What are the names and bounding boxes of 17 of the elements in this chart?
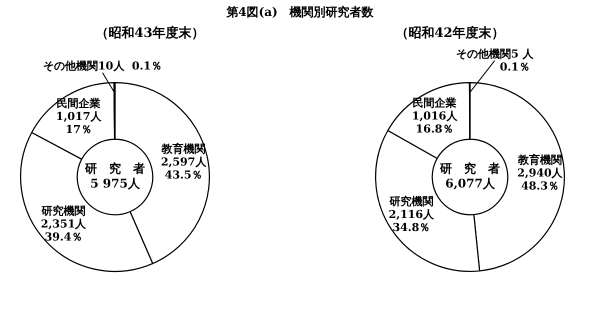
data-label: 2,351人 39.4％: [40, 217, 88, 244]
slice-label: 研究機関: [388, 195, 434, 208]
data-label: 2,597人 43.5％: [160, 156, 208, 182]
data-label: 1,016人 16.8％: [412, 109, 458, 136]
slice-label: 研究機関: [40, 204, 86, 218]
slice-label: その他機関5 人 0.1％: [456, 47, 534, 74]
text: 研 究 者 5 975人: [84, 162, 145, 191]
slice-label: 民間企業: [412, 96, 457, 110]
chart-subtitle: （昭和42年度末）: [394, 26, 506, 42]
text: 研 究 者 6,077人: [439, 162, 500, 191]
data-label: 2,116人 34.8％: [388, 208, 436, 234]
slice-label: 教育機関: [516, 153, 562, 166]
slice-label: その他機関10人 0.1％: [42, 59, 162, 72]
text: 第4図(a) 機関別研究者数: [225, 4, 375, 21]
chart-subtitle: （昭和43年度末）: [94, 26, 206, 42]
data-label: 1,017人 17％: [56, 110, 102, 136]
data-label: 2,940人 48.3％: [517, 166, 564, 192]
